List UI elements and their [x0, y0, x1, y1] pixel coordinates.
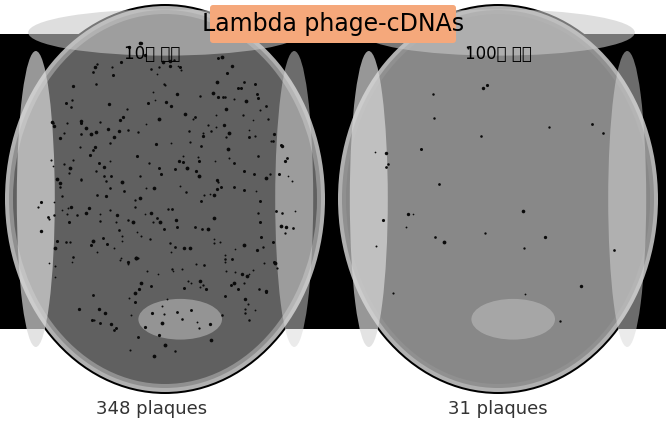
FancyBboxPatch shape — [210, 5, 456, 43]
Ellipse shape — [361, 9, 635, 56]
Ellipse shape — [13, 14, 317, 384]
Ellipse shape — [338, 6, 658, 392]
Ellipse shape — [336, 4, 660, 394]
Text: Lambda phage-cDNAs: Lambda phage-cDNAs — [202, 12, 464, 36]
Text: 100배 희석: 100배 희석 — [465, 45, 531, 63]
Ellipse shape — [342, 10, 654, 388]
Text: 10배 희석: 10배 희석 — [124, 45, 180, 63]
Ellipse shape — [9, 10, 321, 388]
Ellipse shape — [275, 51, 313, 347]
Text: 348 plaques: 348 plaques — [97, 400, 208, 418]
Ellipse shape — [139, 299, 222, 340]
Ellipse shape — [17, 51, 55, 347]
Ellipse shape — [350, 51, 388, 347]
Bar — [0, 34, 333, 329]
Ellipse shape — [346, 14, 650, 384]
Ellipse shape — [472, 299, 555, 340]
Text: 31 plaques: 31 plaques — [448, 400, 548, 418]
Bar — [333, 34, 666, 329]
Ellipse shape — [28, 9, 302, 56]
Ellipse shape — [5, 6, 325, 392]
Ellipse shape — [608, 51, 646, 347]
Ellipse shape — [3, 4, 327, 394]
